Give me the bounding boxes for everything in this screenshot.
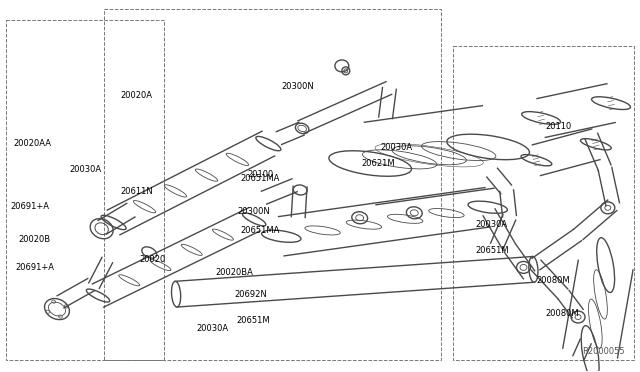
- Text: 20020A: 20020A: [120, 91, 152, 100]
- Text: 20080M: 20080M: [545, 309, 579, 318]
- Text: 20651M: 20651M: [476, 246, 509, 255]
- Text: 20030A: 20030A: [476, 220, 508, 229]
- Text: 20020: 20020: [139, 255, 165, 264]
- Text: 20300N: 20300N: [237, 207, 270, 217]
- Text: 20300N: 20300N: [282, 82, 315, 91]
- Text: 20020B: 20020B: [19, 235, 51, 244]
- Text: 20691+A: 20691+A: [15, 263, 54, 272]
- Text: 20611N: 20611N: [120, 187, 153, 196]
- Text: 20030A: 20030A: [196, 324, 228, 333]
- Text: 20651M: 20651M: [236, 316, 270, 325]
- Text: R2000055: R2000055: [582, 347, 625, 356]
- Text: 20691+A: 20691+A: [10, 202, 49, 211]
- Text: 20110: 20110: [545, 122, 572, 131]
- Bar: [104, 9, 441, 359]
- Text: 20692N: 20692N: [234, 291, 267, 299]
- Text: 20651MA: 20651MA: [241, 226, 280, 235]
- Text: 20080M: 20080M: [536, 276, 570, 285]
- Text: 20100: 20100: [247, 170, 273, 179]
- Text: 20621M: 20621M: [362, 159, 395, 169]
- Text: 20020BA: 20020BA: [215, 268, 253, 277]
- Text: 20020AA: 20020AA: [14, 139, 52, 148]
- Bar: [6, 20, 164, 359]
- Text: 20030A: 20030A: [380, 143, 412, 152]
- Text: 20651MA: 20651MA: [241, 174, 280, 183]
- Bar: [453, 46, 634, 359]
- Text: 20030A: 20030A: [69, 165, 101, 174]
